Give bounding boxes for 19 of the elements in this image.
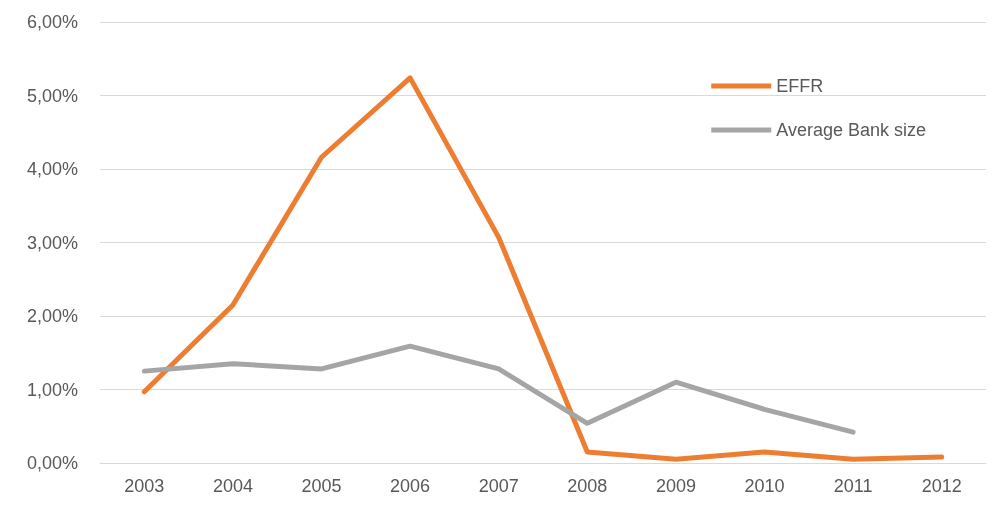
y-tick-label: 2,00% xyxy=(26,306,78,326)
x-tick-label: 2009 xyxy=(655,476,696,496)
y-tick-label: 4,00% xyxy=(26,159,78,179)
y-tick-label: 5,00% xyxy=(26,85,78,106)
x-tick-label: 2010 xyxy=(744,476,785,496)
y-tick-label: 1,00% xyxy=(26,379,78,400)
legend-label: Average Bank size xyxy=(776,120,927,140)
x-tick-label: 2012 xyxy=(921,476,962,496)
x-tick-label: 2004 xyxy=(212,476,253,496)
legend-label: EFFR xyxy=(776,76,824,96)
y-tick-label: 3,00% xyxy=(26,232,78,253)
x-tick-label: 2003 xyxy=(124,476,165,496)
y-tick-label: 6,00% xyxy=(26,12,78,32)
y-tick-label: 0,00% xyxy=(26,453,78,473)
x-tick-label: 2006 xyxy=(390,476,431,496)
x-tick-label: 2007 xyxy=(478,476,519,496)
x-tick-label: 2005 xyxy=(301,476,342,496)
x-tick-label: 2011 xyxy=(833,476,873,496)
x-tick-label: 2008 xyxy=(567,476,608,496)
